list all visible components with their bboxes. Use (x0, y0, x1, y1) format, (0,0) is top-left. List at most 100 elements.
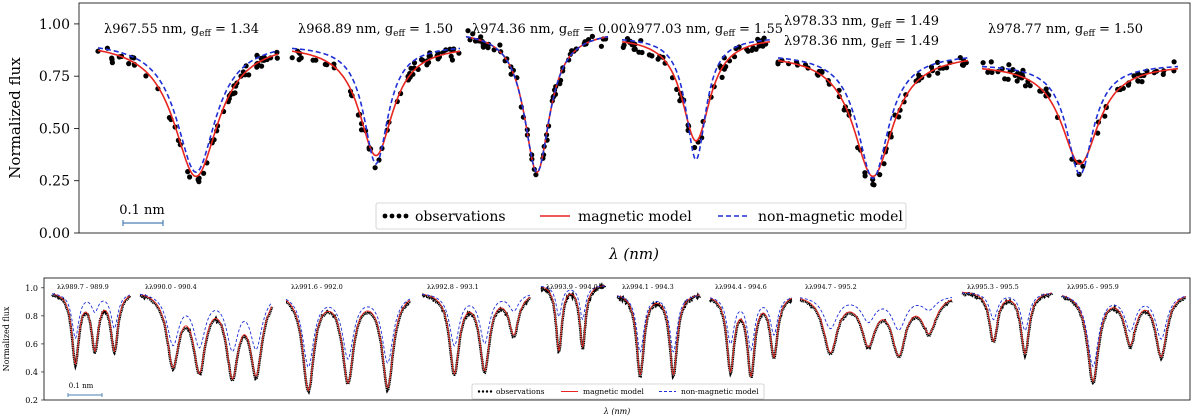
observation-point (187, 174, 193, 180)
main-legend-magnetic: magnetic model (578, 209, 692, 225)
observation-point (230, 91, 236, 97)
main-subpanel-label: λ978.77 nm, geff = 1.50 (988, 22, 1143, 39)
main-subpanel: λ974.36 nm, geff = 0.00 (465, 22, 627, 178)
observation-point (759, 38, 765, 44)
bottom-scale-bar-label: 0.1 nm (69, 382, 94, 390)
bottom-magnetic-model-line (709, 297, 793, 378)
main-subpanel: λ978.77 nm, geff = 1.50 (980, 22, 1179, 177)
bottom-nonmagnetic-model-line (962, 292, 1053, 332)
nonmagnetic-model-line (777, 57, 969, 180)
observation-point (692, 144, 698, 151)
observation-point (480, 44, 486, 50)
observation-point (109, 55, 115, 61)
observation-point (589, 33, 596, 40)
observation-point (935, 59, 941, 65)
bottom-y-tick-label: 0.2 (25, 396, 38, 405)
nonmagnetic-model-line (621, 38, 771, 162)
bottom-magnetic-model-line (51, 293, 131, 366)
bottom-y-tick-label: 0.6 (25, 340, 38, 349)
main-y-axis: 0.00 0.25 0.50 0.75 1.00 (39, 17, 79, 242)
observation-point (185, 169, 191, 175)
observation-point (322, 61, 328, 67)
observation-point (1095, 130, 1101, 136)
bottom-subpanel: λλ994.4 - 994.6 (708, 283, 793, 379)
observation-point (819, 69, 825, 75)
bottom-magnetic-model-line (1061, 295, 1187, 383)
bottom-y-tick-label: 0.4 (25, 368, 38, 377)
main-observations-series (980, 59, 1177, 177)
main-legend-obs-marker (382, 213, 409, 219)
main-observations-series (465, 28, 609, 178)
bottom-subpanel: λλ995.3 - 995.5 (961, 283, 1054, 361)
observation-point (465, 28, 471, 34)
bottom-legend: observations magnetic model non-magnetic… (471, 383, 765, 400)
observation-point (749, 47, 755, 53)
observation-point (753, 46, 759, 52)
observation-point (870, 181, 876, 187)
observation-point (775, 61, 781, 67)
bottom-subpanel-label: λλ994.4 - 994.6 (715, 283, 767, 291)
observation-point (372, 165, 378, 171)
main-subpanel: λ968.89 nm, geff = 1.50 (289, 22, 462, 171)
bottom-subpanel: λλ995.6 - 995.9 (1060, 283, 1187, 385)
bottom-y-tick-label: 0.8 (25, 312, 38, 321)
magnetic-model-line (981, 67, 1179, 165)
observation-point (620, 44, 626, 51)
observation-point (756, 43, 762, 49)
main-subpanel: λ967.55 nm, geff = 1.34 (95, 22, 280, 185)
bottom-subpanel: λλ994.1 - 994.3 (616, 283, 702, 381)
observation-point (109, 60, 115, 66)
bottom-subpanels: λλ989.7 - 989.9 λλ990.0 - 990.4 λλ991.6 - … (51, 282, 1187, 395)
observation-point (881, 161, 887, 167)
bottom-magnetic-model-line (421, 293, 531, 375)
main-subpanel: λ977.03 nm, geff = 1.55 (620, 22, 783, 162)
observation-point (557, 81, 563, 87)
observation-point (289, 55, 295, 61)
observation-point (935, 70, 941, 76)
bottom-legend-nonmagnetic: non-magnetic model (681, 387, 759, 396)
observation-point (1002, 76, 1008, 82)
main-y-axis-label: Normalized flux (6, 57, 24, 179)
observation-point (631, 46, 637, 53)
main-observations-series (775, 55, 969, 188)
bottom-nonmagnetic-model-line (799, 297, 953, 331)
bottom-chart: 0.2 0.4 0.6 0.8 1.0 Normalized flux λ (nm) λ… (2, 277, 1191, 416)
main-subpanels: λ967.55 nm, geff = 1.34 λ968.89 nm, geff … (95, 14, 1179, 188)
bottom-y-axis: 0.2 0.4 0.6 0.8 1.0 (25, 284, 44, 405)
observation-point (478, 34, 484, 40)
bottom-subpanel-label: λλ994.7 - 995.2 (805, 283, 857, 291)
observation-point (1125, 82, 1131, 88)
nonmagnetic-model-line (981, 65, 1179, 176)
main-subpanel-label: λ978.33 nm, geff = 1.49 (784, 14, 939, 31)
main-axes-frame (78, 2, 1191, 234)
observation-point (201, 170, 207, 176)
observation-point (1014, 78, 1020, 84)
observation-point (426, 53, 432, 59)
magnetic-model-line (777, 59, 969, 178)
nonmagnetic-model-line (291, 47, 461, 166)
observation-point (1135, 78, 1141, 84)
bottom-subpanel: λλ993.9 - 994.0 (540, 282, 607, 354)
bottom-nonmagnetic-model-line (709, 297, 793, 352)
observation-point (470, 31, 476, 37)
nonmagnetic-model-line (97, 47, 279, 174)
observation-point (1171, 59, 1177, 65)
observation-point (497, 42, 503, 48)
observation-point (1102, 113, 1108, 119)
main-subpanel-label: λ967.55 nm, geff = 1.34 (104, 22, 259, 39)
bottom-magnetic-model-line (139, 293, 273, 380)
bottom-subpanel: λλ990.0 - 990.4 (139, 283, 274, 384)
bottom-magnetic-model-line (799, 298, 953, 357)
bottom-observations-series (1060, 295, 1186, 385)
bottom-nonmagnetic-model-line (540, 285, 605, 321)
observation-point (533, 172, 539, 178)
observation-point (195, 177, 201, 183)
bottom-subpanel: λλ989.7 - 989.9 (51, 283, 132, 371)
observation-point (988, 59, 994, 65)
bottom-subpanel-label: λλ994.1 - 994.3 (622, 283, 674, 291)
bottom-nonmagnetic-model-line (616, 294, 701, 353)
bottom-subpanel-label: λλ995.3 - 995.5 (967, 283, 1019, 291)
main-subpanel-label: λ968.89 nm, geff = 1.50 (298, 22, 453, 39)
magnetic-model-line (621, 41, 771, 142)
observation-point (1006, 62, 1012, 68)
